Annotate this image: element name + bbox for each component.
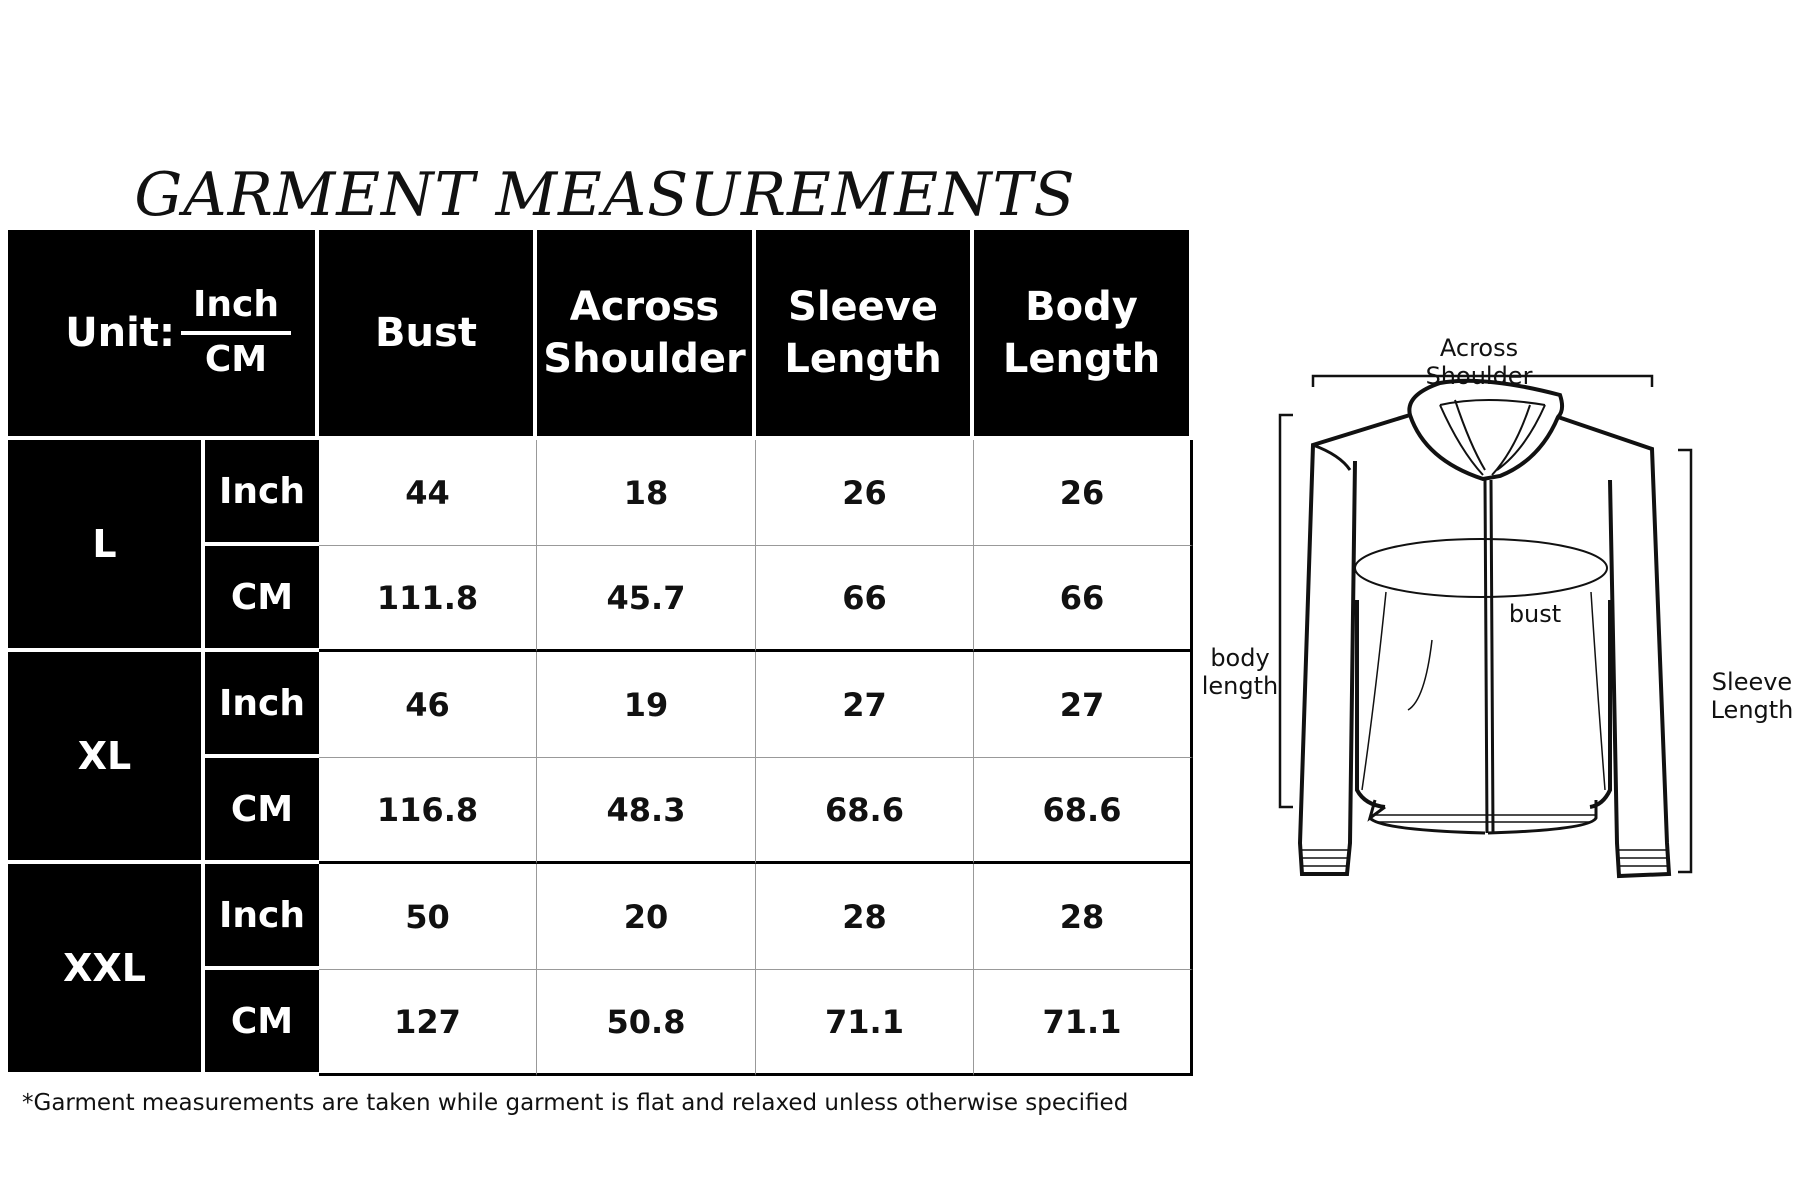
sleeve-length-bracket [1678, 448, 1693, 874]
size-cell: XL [8, 652, 205, 864]
bust-ellipse [1354, 538, 1608, 598]
value-cell: 116.8 [319, 758, 537, 864]
footnote: *Garment measurements are taken while ga… [22, 1090, 1129, 1116]
across-shoulder-label-2: Shoulder [1426, 362, 1533, 390]
value-cell: 68.6 [974, 758, 1193, 864]
value-cell: 20 [537, 864, 756, 970]
header-across-shoulder: Across Shoulder [537, 230, 756, 440]
value-cell: 44 [319, 440, 537, 546]
value-cell: 111.8 [319, 546, 537, 652]
value-cell: 26 [756, 440, 974, 546]
unit-label: Unit: [65, 310, 175, 356]
value-cell: 45.7 [537, 546, 756, 652]
value-cell: 71.1 [974, 970, 1193, 1076]
unit-cell: Inch [205, 440, 319, 546]
value-cell: 127 [319, 970, 537, 1076]
value-cell: 19 [537, 652, 756, 758]
value-cell: 27 [756, 652, 974, 758]
value-cell: 18 [537, 440, 756, 546]
body-length-label-2: length [1202, 672, 1279, 700]
value-cell: 27 [974, 652, 1193, 758]
value-cell: 50.8 [537, 970, 756, 1076]
header-body-length: Body Length [974, 230, 1193, 440]
unit-cell: Inch [205, 652, 319, 758]
sleeve-length-label-2: Length [1711, 696, 1794, 724]
unit-cell: CM [205, 970, 319, 1076]
jacket-drawing [1278, 374, 1693, 879]
size-cell: L [8, 440, 205, 652]
measurement-table: Unit: Inch CM Bust Across Shoulder Sleev… [8, 230, 1193, 1076]
unit-top: Inch [193, 284, 279, 326]
unit-cell: CM [205, 758, 319, 864]
value-cell: 66 [756, 546, 974, 652]
unit-cell: Inch [205, 864, 319, 970]
bust-label: bust [1509, 600, 1561, 628]
unit-cell: CM [205, 546, 319, 652]
value-cell: 28 [756, 864, 974, 970]
value-cell: 46 [319, 652, 537, 758]
value-cell: 50 [319, 864, 537, 970]
header-sleeve-length: Sleeve Length [756, 230, 974, 440]
sleeve-length-label-1: Sleeve [1712, 668, 1792, 696]
body-length-bracket [1278, 413, 1293, 809]
across-shoulder-bracket [1311, 374, 1654, 387]
across-shoulder-label-1: Across [1440, 334, 1518, 362]
value-cell: 71.1 [756, 970, 974, 1076]
value-cell: 28 [974, 864, 1193, 970]
header-bust: Bust [319, 230, 537, 440]
value-cell: 26 [974, 440, 1193, 546]
value-cell: 48.3 [537, 758, 756, 864]
unit-header: Unit: Inch CM [8, 230, 319, 440]
unit-bottom: CM [204, 339, 268, 380]
fraction-bar [181, 331, 291, 335]
body-length-label-1: body [1210, 644, 1269, 672]
unit-fraction: Inch CM [181, 282, 291, 384]
value-cell: 68.6 [756, 758, 974, 864]
value-cell: 66 [974, 546, 1193, 652]
size-cell: XXL [8, 864, 205, 1076]
page-title: GARMENT MEASUREMENTS [134, 160, 1076, 230]
